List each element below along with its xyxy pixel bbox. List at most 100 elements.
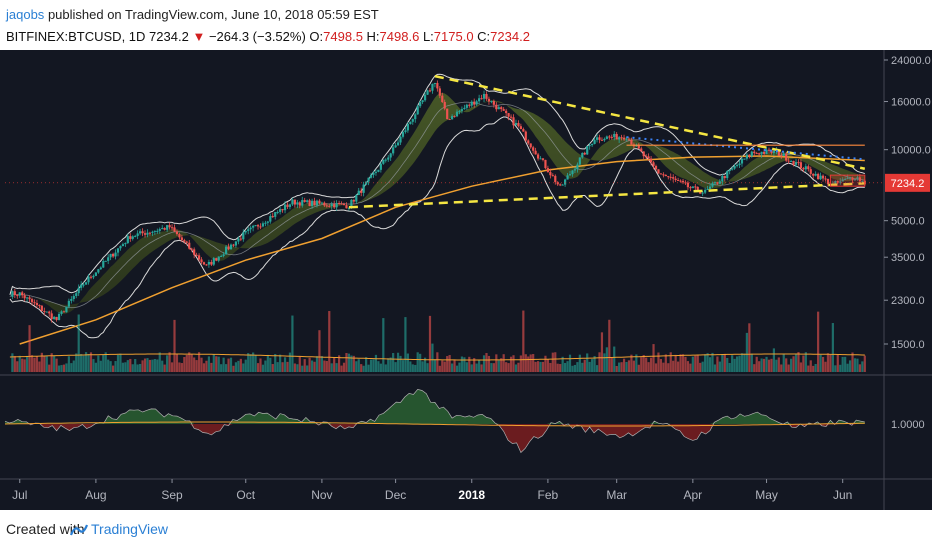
- trendline-dotted-blue: [626, 136, 865, 161]
- candle-body: [18, 292, 21, 296]
- volume-bar: [264, 360, 267, 372]
- oscillator-pane[interactable]: [4, 389, 865, 454]
- main-pane[interactable]: [5, 73, 884, 345]
- trendline-upper-yellow: [434, 74, 866, 170]
- candle-body: [618, 137, 621, 140]
- volume-bar: [794, 354, 798, 372]
- symbol-name[interactable]: BITFINEX:BTCUSD, 1D: [6, 29, 146, 44]
- candle-body: [743, 158, 746, 160]
- volume-bar: [726, 357, 729, 372]
- volume-bar: [55, 358, 58, 372]
- candle-body: [315, 200, 319, 206]
- volume-bar: [269, 357, 272, 372]
- volume-bar: [780, 364, 783, 372]
- volume-bar: [841, 356, 844, 372]
- candle-body: [406, 123, 409, 131]
- x-tick-label: Dec: [385, 488, 406, 502]
- volume-bar: [500, 358, 503, 372]
- candle-body: [844, 178, 847, 180]
- candle-body: [514, 122, 518, 126]
- volume-bar: [632, 360, 635, 372]
- volume-bar: [89, 352, 93, 372]
- volume-bar: [731, 355, 734, 372]
- ma-ribbon: [9, 92, 865, 315]
- candle-body: [239, 238, 242, 240]
- x-tick-label: Apr: [683, 488, 702, 502]
- volume-bar: [234, 362, 238, 372]
- candle-body: [156, 230, 159, 232]
- volume-bar: [414, 364, 417, 372]
- x-tick-label: Mar: [606, 488, 627, 502]
- candle-body: [792, 160, 795, 165]
- volume-bar: [844, 356, 847, 372]
- candle-body: [114, 252, 117, 257]
- candle-body: [291, 199, 294, 205]
- volume-bar: [627, 360, 631, 372]
- candle-body: [166, 225, 169, 230]
- candle-body: [148, 232, 152, 234]
- volume-bar: [146, 358, 149, 372]
- candle-body: [794, 162, 798, 165]
- candle-body: [310, 200, 314, 207]
- volume-bar: [67, 356, 70, 372]
- price-change: −264.3 (−3.52%): [208, 29, 306, 44]
- candle-body: [735, 165, 739, 167]
- candle-body: [104, 260, 107, 262]
- candle-body: [387, 157, 390, 160]
- candle-body: [480, 98, 483, 100]
- volume-bar: [72, 360, 75, 372]
- volume-bar: [541, 361, 545, 372]
- chart-background: [0, 50, 932, 510]
- volume-bar: [817, 311, 820, 372]
- candle-body: [787, 160, 790, 162]
- volume-bar: [256, 363, 260, 372]
- volume-bar: [193, 357, 196, 372]
- volume-bar: [394, 362, 397, 372]
- volume-bar: [600, 332, 604, 372]
- volume-bar: [347, 353, 351, 372]
- author-link[interactable]: jaqobs: [6, 7, 45, 22]
- volume-bar: [369, 359, 373, 372]
- volume-bar: [379, 363, 382, 372]
- candle-body: [657, 169, 660, 174]
- candle-body: [13, 291, 16, 296]
- volume-bar: [578, 354, 581, 372]
- volume-bar: [423, 357, 427, 372]
- candle-body: [229, 244, 233, 250]
- volume-bar: [667, 363, 670, 372]
- last-price-label: 7234.2: [891, 178, 925, 190]
- volume-bar: [156, 359, 159, 372]
- volume-bar: [202, 363, 206, 372]
- price-chart[interactable]: 24000.0 16000.0 10000.0 5000.0 3500.0 2300.0 1…: [0, 50, 932, 510]
- volume-bar: [677, 361, 680, 372]
- volume-bar: [355, 361, 358, 372]
- tradingview-logo-icon[interactable]: [70, 522, 88, 538]
- candle-body: [861, 180, 864, 182]
- volume-bar: [328, 311, 331, 372]
- volume-bar: [718, 361, 721, 372]
- volume-bar: [858, 364, 861, 372]
- volume-bar: [856, 358, 859, 372]
- candle-body: [286, 204, 289, 207]
- oscillator-signal: [4, 421, 865, 427]
- volume-bar: [544, 355, 547, 372]
- volume-bar: [581, 362, 584, 372]
- volume-bar: [652, 344, 655, 372]
- candle-body: [529, 143, 532, 148]
- candle-body: [613, 133, 616, 138]
- candle-body: [475, 101, 478, 105]
- candle-body: [423, 94, 427, 101]
- candle-body: [367, 177, 370, 182]
- volume-bar: [310, 360, 314, 372]
- tradingview-brand[interactable]: TradingView: [91, 521, 169, 537]
- candle-body: [283, 204, 287, 211]
- candle-body: [97, 269, 100, 273]
- volume-bar: [406, 353, 409, 372]
- volume-bar: [318, 330, 321, 372]
- candle-body: [465, 104, 468, 108]
- volume-bar: [21, 358, 24, 372]
- last-price: 7234.2: [149, 29, 189, 44]
- volume-bar: [87, 354, 90, 372]
- volume-bar: [561, 356, 564, 372]
- candle-body: [804, 166, 807, 170]
